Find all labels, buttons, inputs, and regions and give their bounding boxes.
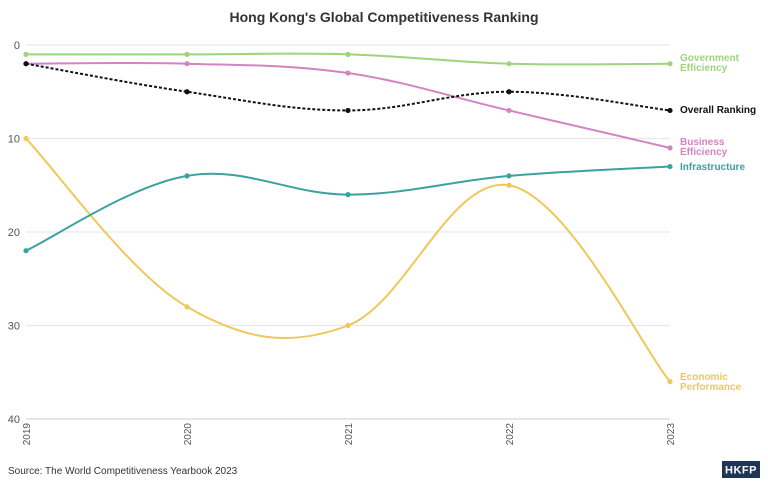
label-government-efficiency: Government — [680, 53, 740, 64]
x-tick-label: 2021 — [344, 423, 355, 446]
label-economic-performance: Performance — [680, 382, 742, 393]
y-tick-label: 20 — [8, 227, 20, 239]
point-infrastructure-2023 — [667, 163, 673, 170]
point-overall-ranking-2022 — [506, 89, 512, 95]
point-overall-ranking-2019 — [23, 61, 29, 67]
series-economic-performance — [23, 135, 673, 385]
x-tick-label: 2022 — [505, 423, 516, 446]
point-economic-performance-2020 — [184, 304, 190, 310]
point-infrastructure-2020 — [184, 173, 190, 179]
series-business-efficiency — [23, 61, 673, 151]
line-business-efficiency — [25, 61, 671, 149]
y-axis-ticks: 0 10 20 30 40 — [8, 40, 20, 426]
series-overall-ranking — [23, 61, 673, 114]
point-infrastructure-2022 — [506, 173, 512, 179]
label-infrastructure: Infrastructure — [680, 162, 745, 173]
point-overall-ranking-2020 — [184, 89, 190, 95]
y-tick-label: 0 — [14, 40, 20, 52]
point-economic-performance-2019 — [23, 135, 29, 142]
point-business-efficiency-2021 — [345, 70, 351, 76]
x-tick-label: 2020 — [183, 423, 194, 446]
source-note: Source: The World Competitiveness Yearbo… — [8, 466, 238, 477]
point-business-efficiency-2023 — [667, 145, 673, 151]
point-infrastructure-2021 — [345, 192, 351, 198]
label-government-efficiency: Efficiency — [680, 63, 728, 74]
chart-title: Hong Kong's Global Competitiveness Ranki… — [229, 9, 538, 25]
y-tick-label: 40 — [8, 414, 20, 426]
point-overall-ranking-2021 — [345, 107, 351, 114]
x-tick-label: 2023 — [666, 423, 677, 446]
label-business-efficiency: Efficiency — [680, 147, 728, 158]
point-economic-performance-2022 — [506, 182, 512, 188]
point-government-efficiency-2020 — [184, 51, 190, 57]
point-business-efficiency-2022 — [506, 107, 512, 114]
point-government-efficiency-2019 — [23, 51, 29, 57]
series-infrastructure — [23, 163, 673, 254]
label-business-efficiency: Business — [680, 137, 725, 148]
point-government-efficiency-2022 — [506, 61, 512, 67]
y-tick-label: 30 — [8, 321, 20, 333]
line-economic-performance — [25, 137, 671, 383]
grid — [26, 44, 670, 420]
logo-box — [722, 461, 760, 478]
x-axis-ticks: 2019 2020 2021 2022 2023 — [22, 423, 677, 446]
point-government-efficiency-2021 — [345, 51, 351, 57]
logo-text: HKFP — [725, 465, 757, 477]
series-lines — [23, 51, 673, 385]
point-economic-performance-2021 — [345, 322, 351, 329]
label-overall-ranking: Overall Ranking — [680, 105, 756, 116]
point-overall-ranking-2023 — [667, 107, 673, 114]
point-business-efficiency-2020 — [184, 61, 190, 67]
point-economic-performance-2023 — [667, 379, 673, 385]
hkfp-logo: HKFP — [722, 461, 760, 478]
label-economic-performance: Economic — [680, 372, 728, 383]
point-infrastructure-2019 — [23, 248, 29, 254]
y-tick-label: 10 — [8, 134, 20, 146]
point-government-efficiency-2023 — [667, 61, 673, 67]
series-government-efficiency — [23, 51, 673, 67]
x-tick-label: 2019 — [22, 423, 33, 446]
